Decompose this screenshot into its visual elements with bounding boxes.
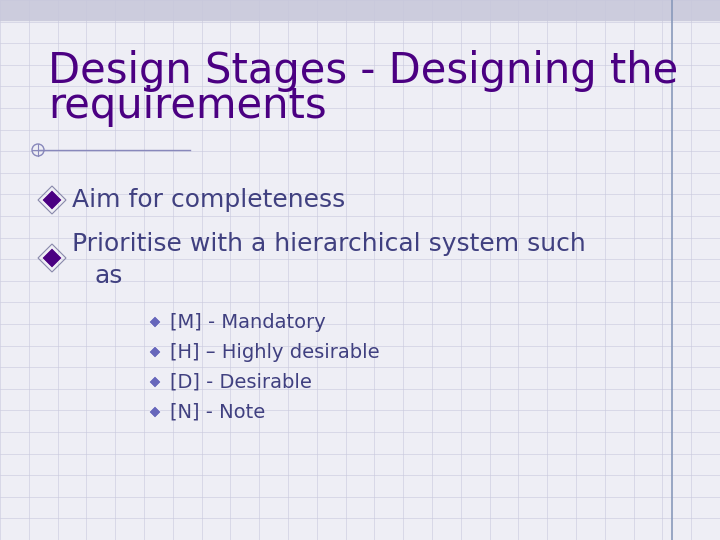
Text: Prioritise with a hierarchical system such: Prioritise with a hierarchical system su… xyxy=(72,232,586,256)
Text: [N] - Note: [N] - Note xyxy=(170,402,265,422)
Polygon shape xyxy=(149,376,161,388)
Text: requirements: requirements xyxy=(48,85,327,127)
Text: Aim for completeness: Aim for completeness xyxy=(72,188,346,212)
Polygon shape xyxy=(149,316,161,328)
Text: Design Stages - Designing the: Design Stages - Designing the xyxy=(48,50,678,92)
Text: [H] – Highly desirable: [H] – Highly desirable xyxy=(170,342,379,361)
Polygon shape xyxy=(149,346,161,358)
Polygon shape xyxy=(42,248,62,268)
Polygon shape xyxy=(149,406,161,418)
Text: as: as xyxy=(95,264,123,288)
Text: [M] - Mandatory: [M] - Mandatory xyxy=(170,313,325,332)
Polygon shape xyxy=(42,190,62,210)
Text: [D] - Desirable: [D] - Desirable xyxy=(170,373,312,392)
